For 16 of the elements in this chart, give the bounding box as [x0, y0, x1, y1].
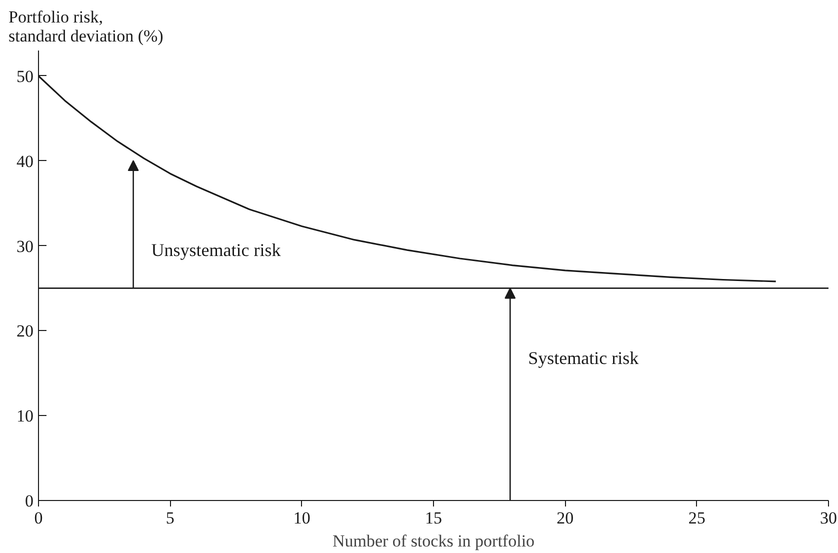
annotation: Systematic risk [528, 348, 639, 368]
x-tick-label: 10 [293, 508, 310, 528]
x-tick-label: 25 [688, 508, 706, 528]
x-tick-label: 5 [166, 508, 174, 528]
annotation: Unsystematic risk [151, 240, 281, 260]
x-tick-label: 15 [425, 508, 442, 528]
x-tick-label: 20 [556, 508, 574, 528]
y-tick-label: 10 [16, 406, 34, 426]
y-axis-title: Portfolio risk, standard deviation (%) [8, 8, 164, 46]
y-tick-label: 0 [25, 492, 34, 510]
y-tick-label: 30 [16, 236, 34, 256]
x-axis-title: Number of stocks in portfolio [332, 532, 535, 550]
x-tick-label: 30 [820, 508, 837, 528]
y-tick-label: 40 [16, 152, 34, 171]
y-tick-label: 50 [16, 66, 34, 86]
y-tick-label: 20 [16, 322, 34, 341]
